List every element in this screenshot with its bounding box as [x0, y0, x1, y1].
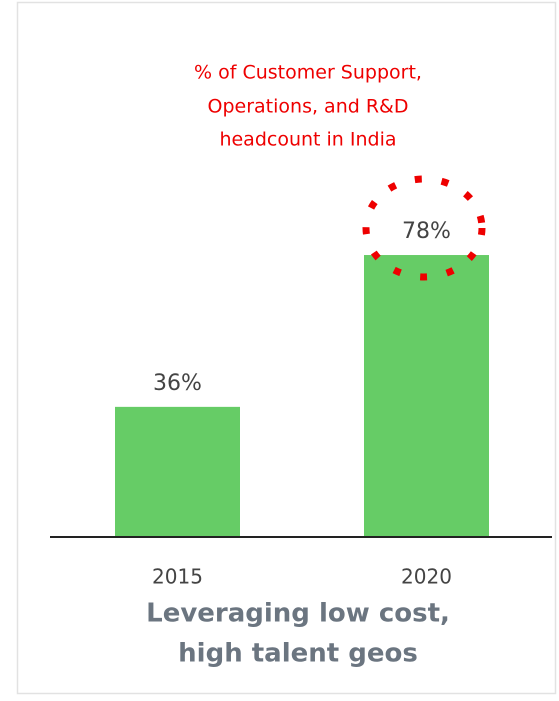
value-label: 36% — [153, 371, 202, 396]
title-line: headcount in India — [219, 129, 396, 151]
caption: Leveraging low cost, high talent geos — [146, 599, 450, 669]
bar — [364, 255, 489, 537]
x-tick-label: 2020 — [401, 565, 452, 589]
bar — [115, 406, 240, 537]
caption-line: Leveraging low cost, — [146, 599, 450, 629]
title-line: Operations, and R&D — [208, 96, 409, 118]
value-label: 78% — [402, 219, 451, 244]
chart-title: % of Customer Support, Operations, and R… — [194, 62, 422, 151]
highlight-circle — [362, 175, 486, 281]
title-line: % of Customer Support, — [194, 62, 422, 84]
x-tick-label: 2015 — [152, 565, 203, 589]
caption-line: high talent geos — [178, 639, 418, 669]
